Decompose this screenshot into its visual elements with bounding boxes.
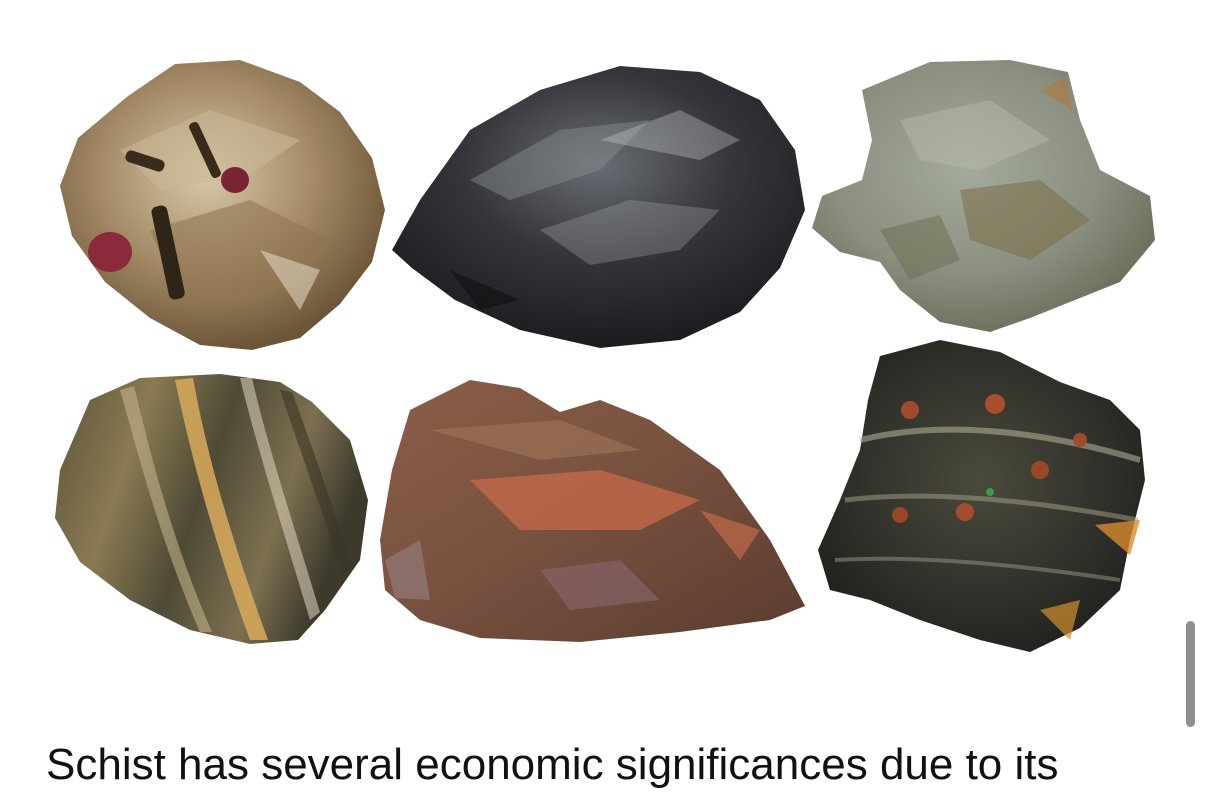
dark-garnet-schist-specimen [818, 340, 1145, 652]
schist-samples-image [55, 60, 1155, 652]
article-paragraph: Schist has several economic significance… [46, 740, 1059, 789]
garnet-mica-schist-specimen [60, 60, 385, 350]
graphite-schist-specimen [392, 66, 805, 348]
banded-mica-schist-specimen [55, 374, 368, 644]
vertical-scrollbar[interactable] [1186, 621, 1195, 727]
chlorite-schist-specimen [812, 60, 1155, 332]
red-brown-schist-specimen [380, 380, 805, 642]
